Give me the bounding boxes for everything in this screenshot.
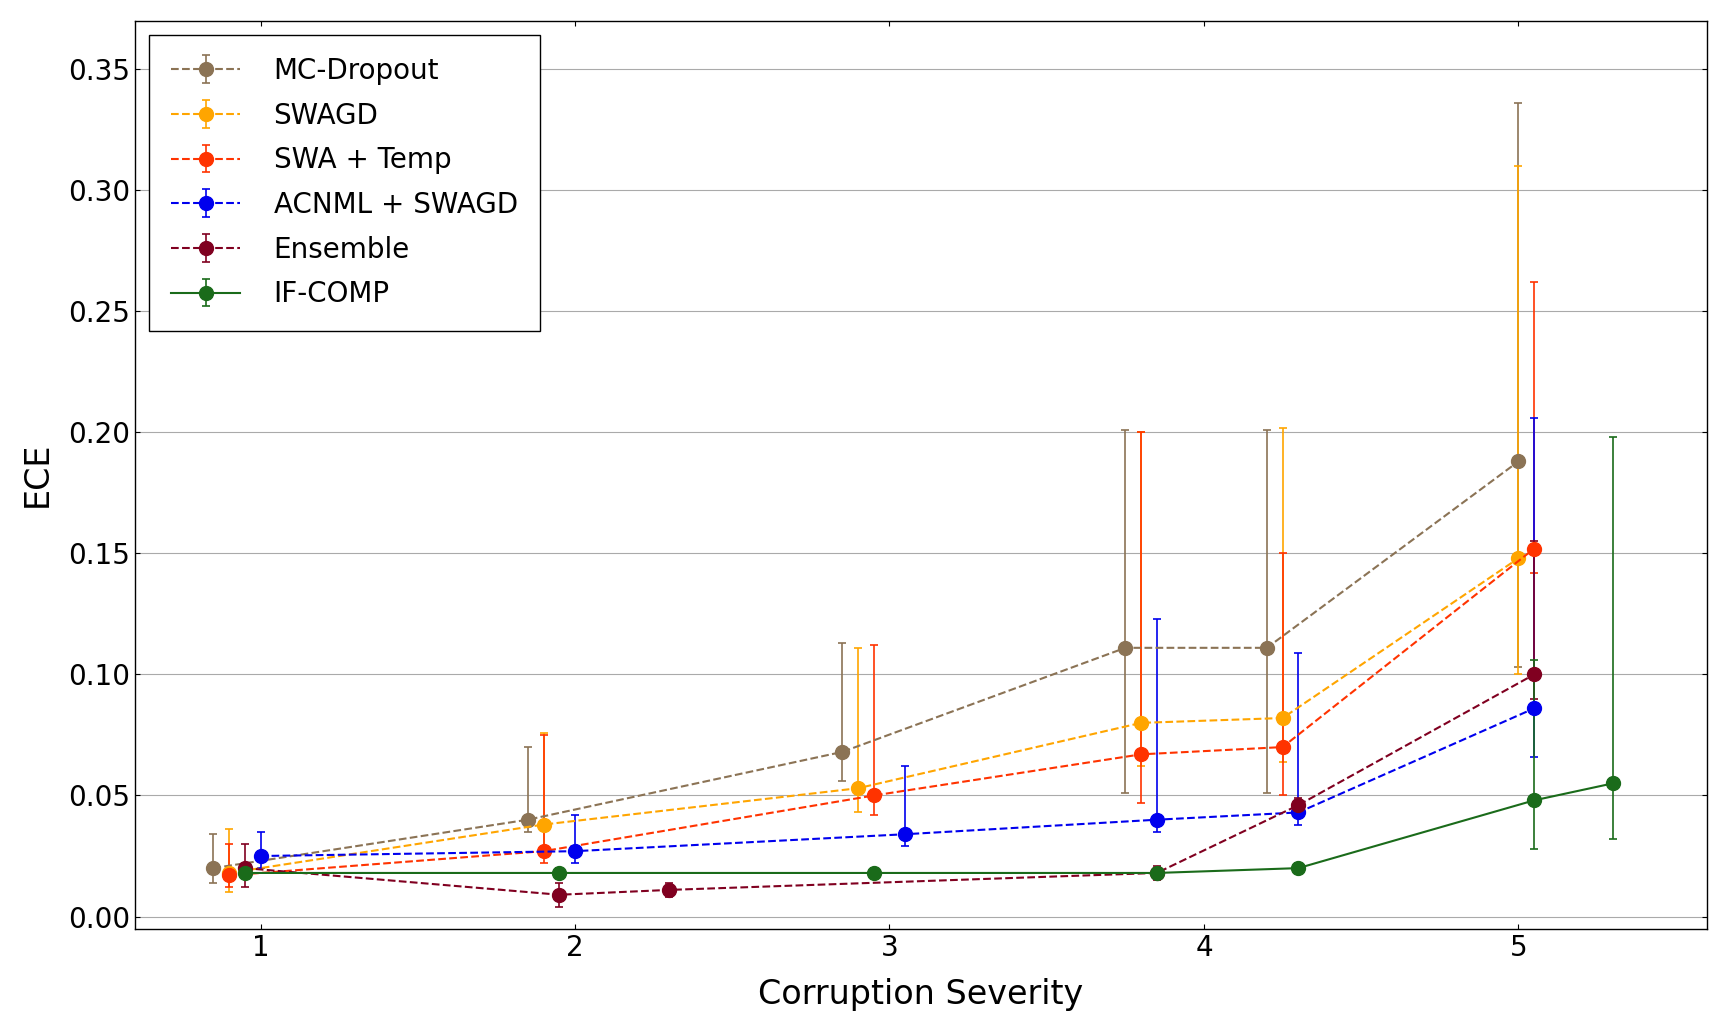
Legend: MC-Dropout, SWAGD, SWA + Temp, ACNML + SWAGD, Ensemble, IF-COMP: MC-Dropout, SWAGD, SWA + Temp, ACNML + S…: [149, 35, 539, 330]
X-axis label: Corruption Severity: Corruption Severity: [759, 978, 1083, 1011]
Y-axis label: ECE: ECE: [21, 442, 54, 508]
